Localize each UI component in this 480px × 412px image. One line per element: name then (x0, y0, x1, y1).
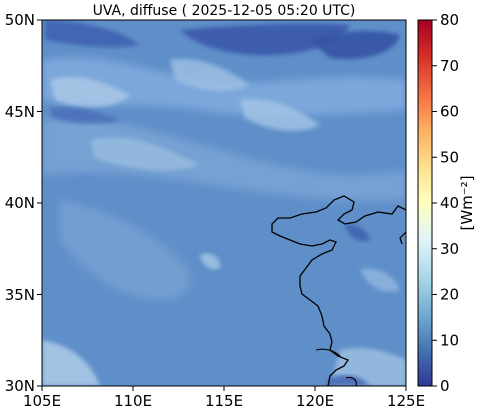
y-tick-label: 45N (5, 103, 35, 121)
x-tick-label: 120E (296, 392, 334, 410)
x-tick-label: 110E (114, 392, 152, 410)
colorbar-label: [Wm⁻²] (458, 175, 476, 230)
y-tick-label: 50N (5, 11, 35, 29)
colorbar-tick-label: 70 (440, 57, 459, 75)
coastline (271, 195, 406, 386)
x-tick-label: 105E (23, 392, 61, 410)
y-tick-label: 30N (5, 377, 35, 395)
colorbar: 0 10 20 30 40 50 60 70 80 [Wm⁻²] (417, 11, 476, 395)
map-field (42, 20, 406, 386)
colorbar-tick-label: 30 (440, 240, 459, 258)
colorbar-tick-label: 40 (440, 194, 459, 212)
colorbar-tick-label: 50 (440, 148, 459, 166)
x-tick-label: 125E (387, 392, 425, 410)
colorbar-tick-label: 60 (440, 103, 459, 121)
y-tick-label: 35N (5, 286, 35, 304)
colorbar-gradient (417, 19, 433, 387)
colorbar-tick-label: 20 (440, 286, 459, 304)
colorbar-tick-label: 80 (440, 11, 459, 29)
y-tick-label: 40N (5, 194, 35, 212)
x-axis: 105E 110E 115E 120E 125E (23, 386, 425, 410)
colorbar-tick-label: 10 (440, 331, 459, 349)
colorbar-tick-label: 0 (440, 377, 450, 395)
y-axis: 50N 45N 40N 35N 30N (5, 11, 42, 395)
map-title: UVA, diffuse ( 2025-12-05 05:20 UTC) (93, 3, 356, 19)
x-tick-label: 115E (205, 392, 243, 410)
